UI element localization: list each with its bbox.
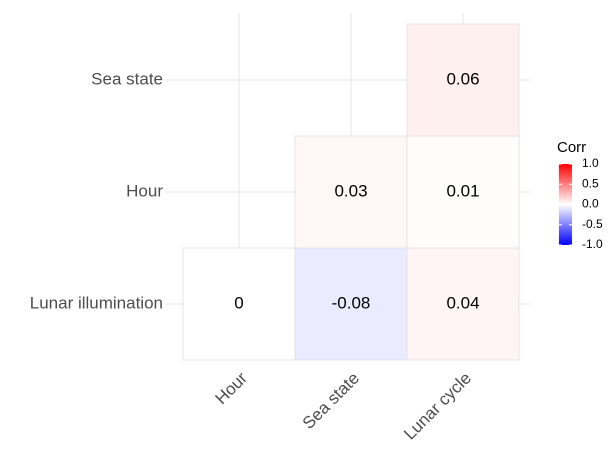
colorbar-tick-label: 0.5 [582, 176, 599, 190]
legend-title: Corr [557, 139, 586, 156]
heatmap-cell [182, 247, 296, 361]
y-tick-label: Hour [126, 181, 163, 200]
y-tick-label: Sea state [91, 69, 163, 88]
heatmap-cell [406, 23, 520, 137]
colorbar-tick-label: 1.0 [582, 156, 599, 170]
colorbar-tick-label: -1.0 [582, 237, 603, 251]
heatmap-cell [406, 135, 520, 249]
color-bar [559, 164, 572, 245]
x-tick-label: Sea state [299, 369, 363, 433]
x-tick-label: Lunar cycle [400, 369, 475, 444]
y-tick-label: Lunar illumination [30, 293, 163, 312]
heatmap-cell [294, 135, 408, 249]
cell-label: -0.08 [332, 293, 371, 312]
colorbar-tick-label: -0.5 [582, 217, 603, 231]
cell-label: 0 [234, 293, 243, 312]
heatmap-cell [406, 247, 520, 361]
cell-label: 0.03 [334, 181, 367, 200]
cell-label: 0.06 [446, 69, 479, 88]
colorbar-tick-label: 0.0 [582, 197, 599, 211]
cell-label: 0.01 [446, 181, 479, 200]
cell-label: 0.04 [446, 293, 479, 312]
x-tick-label: Hour [212, 368, 252, 408]
